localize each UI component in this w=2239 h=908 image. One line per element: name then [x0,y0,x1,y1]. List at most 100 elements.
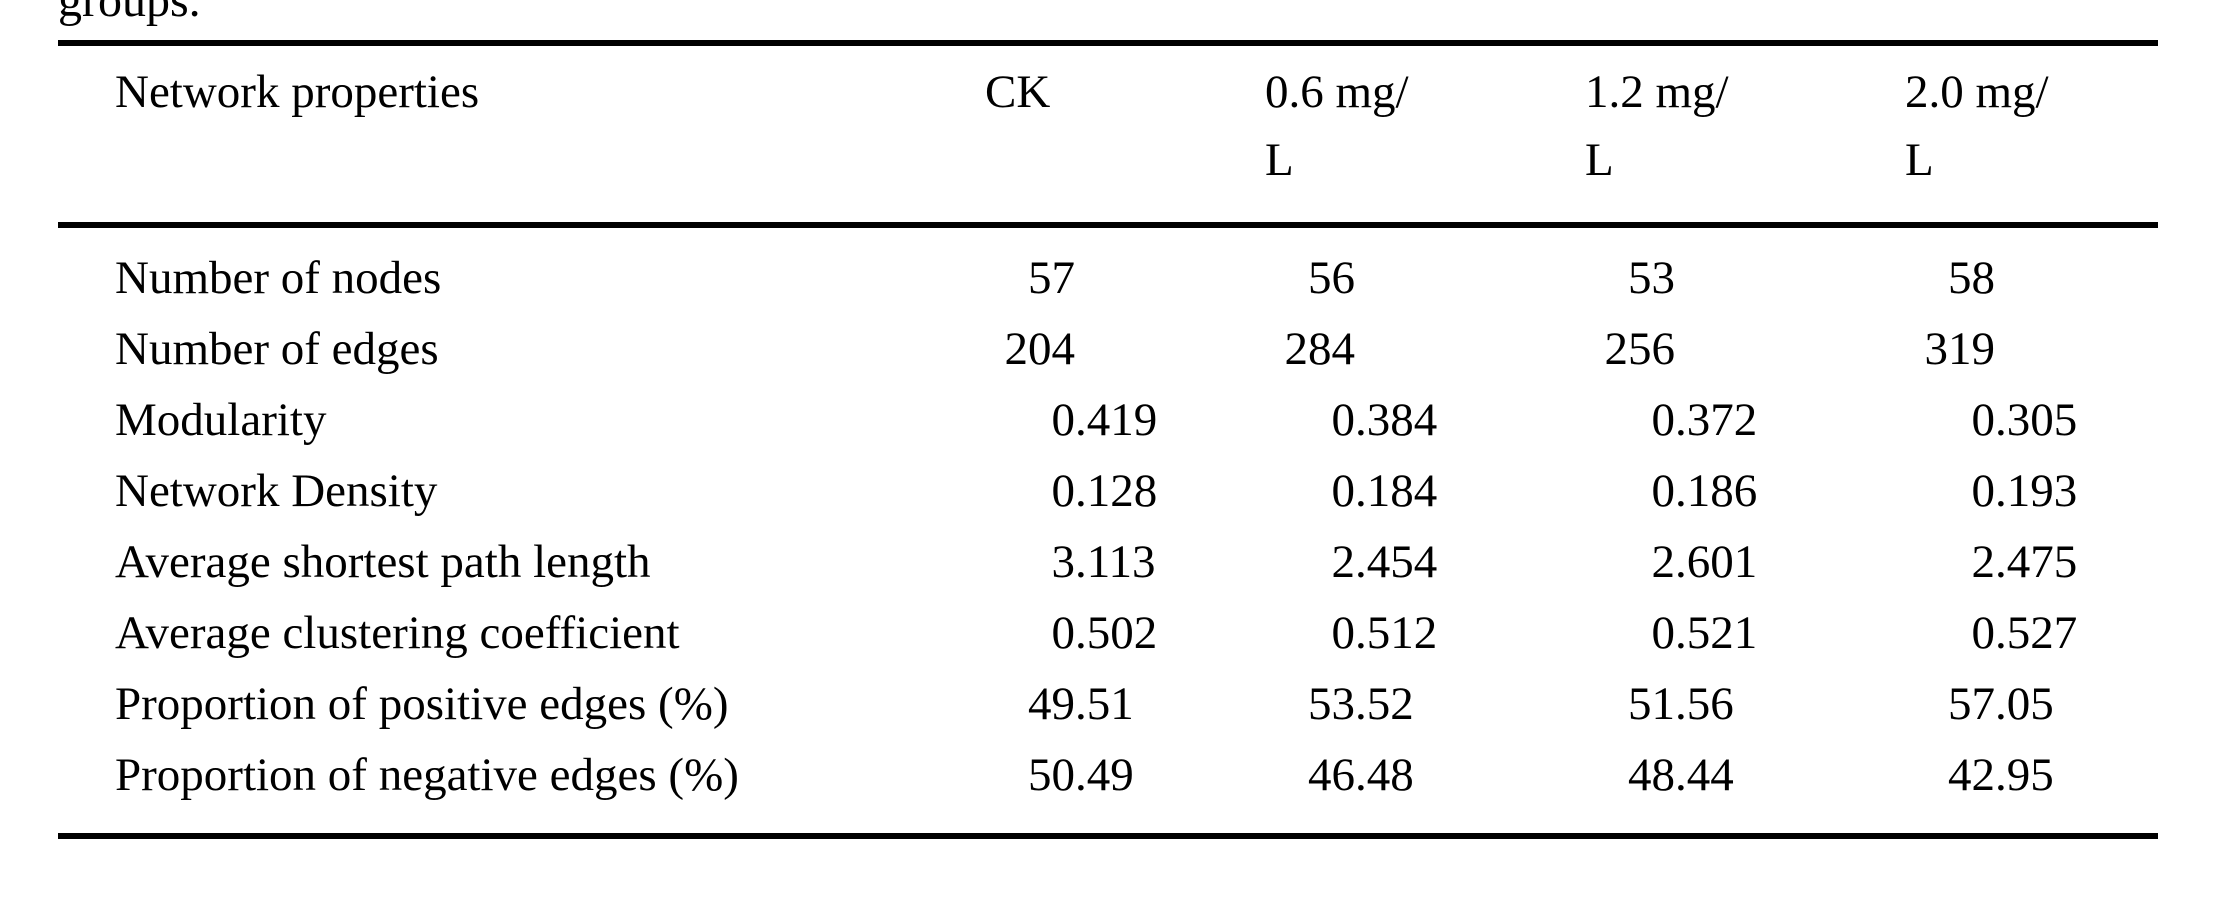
table-row: Proportion of positive edges (%) 49.51 53.… [0,676,2239,747]
value-integer-part: 42 [1948,749,1995,801]
value-fraction-part: .384 [1355,394,1438,446]
value-integer-part: 0 [1971,607,1996,659]
table-cell-value: 57 [985,250,1075,306]
value-integer-part: 3 [1051,536,1076,588]
value-fraction-part: .521 [1675,607,1758,659]
value-integer-part: 284 [1284,323,1356,375]
value-integer-part: 50 [1028,749,1075,801]
table-bottom-rule [58,833,2158,839]
value-integer-part: 0 [1051,394,1076,446]
table-top-rule [58,40,2158,46]
value-integer-part: 319 [1924,323,1996,375]
column-header-line: L [1585,134,1614,186]
row-label: Number of nodes [115,252,442,304]
value-integer-part: 2 [1651,536,1676,588]
value-integer-part: 57 [1948,678,1995,730]
value-integer-part: 49 [1028,678,1075,730]
value-integer-part: 256 [1604,323,1676,375]
table-row: Modularity 0.419 0.384 0.372 0.305 [0,392,2239,463]
table-cell-value: 53 [1585,250,1675,306]
table-cell-value: 50.49 [985,747,1134,803]
value-integer-part: 0 [1651,607,1676,659]
table-cell-value: 56 [1265,250,1355,306]
value-integer-part: 0 [1331,465,1356,517]
value-fraction-part: .419 [1075,394,1158,446]
table-cell-value: 2.475 [1905,534,2078,590]
value-fraction-part: .305 [1995,394,2078,446]
table-cell-value: 0.305 [1905,392,2078,448]
row-label: Proportion of negative edges (%) [115,749,739,801]
value-fraction-part: .372 [1675,394,1758,446]
value-integer-part: 56 [1308,252,1355,304]
value-fraction-part: .44 [1675,749,1734,801]
table-cell-value: 0.419 [985,392,1158,448]
value-integer-part: 46 [1308,749,1355,801]
value-fraction-part: .05 [1995,678,2054,730]
table-cell-value: 2.454 [1265,534,1438,590]
table-row: Average shortest path length 3.113 2.454 2.… [0,534,2239,605]
table-cell-value: 58 [1905,250,1995,306]
column-header-properties: Network properties [115,66,480,118]
table-cell-value: 0.184 [1265,463,1438,519]
table-cell-value: 3.113 [985,534,1156,590]
table-cell-value: 284 [1265,321,1356,377]
table-cell-value: 0.384 [1265,392,1438,448]
table-cell-value: 46.48 [1265,747,1414,803]
column-header: CK [985,58,1050,126]
value-fraction-part: .56 [1675,678,1734,730]
value-fraction-part: .512 [1355,607,1438,659]
value-integer-part: 0 [1971,394,1996,446]
value-integer-part: 0 [1651,465,1676,517]
value-integer-part: 0 [1651,394,1676,446]
value-integer-part: 0 [1331,394,1356,446]
value-integer-part: 2 [1971,536,1996,588]
table-cell-value: 0.193 [1905,463,2078,519]
table-cell-value: 57.05 [1905,676,2054,732]
table-cell-value: 53.52 [1265,676,1414,732]
table-cell-value: 42.95 [1905,747,2054,803]
column-header: 2.0 mg/L [1905,58,2049,194]
value-fraction-part: .454 [1355,536,1438,588]
value-fraction-part: .128 [1075,465,1158,517]
value-integer-part: 0 [1051,607,1076,659]
row-label: Number of edges [115,323,439,375]
value-fraction-part: .48 [1355,749,1414,801]
table-cell-value: 0.186 [1585,463,1758,519]
table-cell-value: 2.601 [1585,534,1758,590]
table-cell-value: 0.527 [1905,605,2078,661]
value-fraction-part: .186 [1675,465,1758,517]
column-header-line: L [1905,134,1934,186]
table-cell-value: 319 [1905,321,1996,377]
value-fraction-part: .601 [1675,536,1758,588]
value-integer-part: 53 [1308,678,1355,730]
value-fraction-part: .95 [1995,749,2054,801]
table-cell-value: 0.502 [985,605,1158,661]
table-cell-value: 51.56 [1585,676,1734,732]
table-cell-value: 204 [985,321,1076,377]
value-fraction-part: .527 [1995,607,2078,659]
value-fraction-part: .113 [1075,536,1156,588]
table-cell-value: 0.521 [1585,605,1758,661]
table-cell-value: 0.128 [985,463,1158,519]
value-integer-part: 2 [1331,536,1356,588]
value-fraction-part: .51 [1075,678,1134,730]
table-row: Network Density 0.128 0.184 0.186 0.193 [0,463,2239,534]
table-row: Average clustering coefficient 0.502 0.512… [0,605,2239,676]
table-row: Number of nodes 57 56 53 58 [0,250,2239,321]
row-label: Network Density [115,465,438,517]
value-fraction-part: .49 [1075,749,1134,801]
value-integer-part: 51 [1628,678,1675,730]
column-header-line: L [1265,134,1294,186]
value-integer-part: 0 [1051,465,1076,517]
value-integer-part: 48 [1628,749,1675,801]
row-label: Average clustering coefficient [115,607,680,659]
table-cell-value: 0.512 [1265,605,1438,661]
value-fraction-part: .184 [1355,465,1438,517]
value-fraction-part: .193 [1995,465,2078,517]
column-header-line: CK [985,66,1051,118]
caption-tail-text: groups. [58,0,201,27]
column-header-line: 0.6 mg/ [1265,66,1409,118]
table-cell-value: 49.51 [985,676,1134,732]
table-header-rule [58,222,2158,228]
